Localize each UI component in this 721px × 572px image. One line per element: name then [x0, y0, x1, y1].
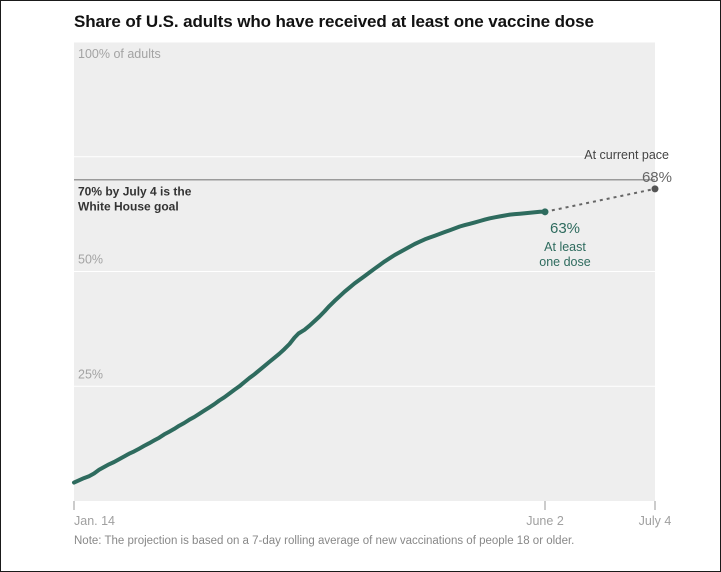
pace-label: At current pace — [584, 148, 669, 162]
current-label-line-1: At least — [544, 240, 586, 254]
x-tick-label-0: Jan. 14 — [74, 514, 115, 528]
current-value-point — [541, 208, 549, 216]
x-tick-label-2: July 4 — [639, 514, 672, 528]
y-tick-label-100: 100% of adults — [78, 47, 161, 61]
current-label-line-2: one dose — [539, 255, 590, 269]
current-value-label: 63% — [550, 220, 580, 237]
goal-label-line-1: 70% by July 4 is the — [78, 185, 192, 199]
series-line-at-least-one-dose — [72, 209, 547, 485]
goal-label-line-2: White House goal — [78, 200, 179, 214]
chart-note: Note: The projection is based on a 7-day… — [74, 535, 575, 547]
y-tick-label-25: 25% — [78, 367, 103, 381]
projection-end-point — [651, 185, 659, 193]
projection-line — [544, 187, 656, 213]
chart-title: Share of U.S. adults who have received a… — [74, 12, 594, 31]
y-tick-label-50: 50% — [78, 253, 103, 267]
x-tick-label-1: June 2 — [526, 514, 564, 528]
pace-value-label: 68% — [642, 169, 672, 186]
